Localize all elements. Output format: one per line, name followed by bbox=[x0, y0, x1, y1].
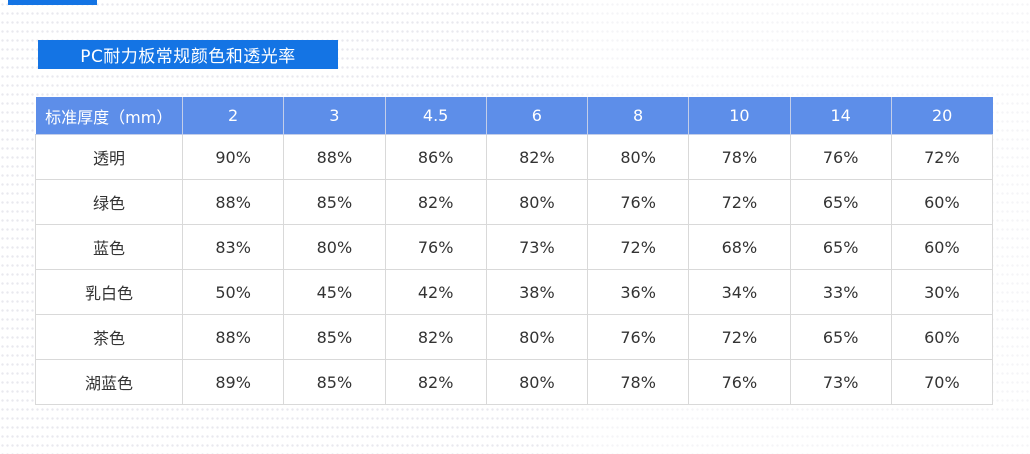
cell-value: 78% bbox=[586, 359, 690, 405]
cell-value: 89% bbox=[181, 359, 285, 405]
cell-value: 85% bbox=[283, 179, 386, 225]
row-label: 绿色 bbox=[35, 179, 183, 225]
cell-value: 50% bbox=[181, 269, 285, 315]
table-row-lake-blue: 湖蓝色 89% 85% 82% 80% 78% 76% 73% 70% bbox=[35, 359, 994, 405]
table-row-milky-white: 乳白色 50% 45% 42% 38% 36% 34% 33% 30% bbox=[35, 269, 994, 315]
header-thickness-label: 标准厚度（mm） bbox=[35, 97, 183, 135]
cell-value: 72% bbox=[688, 179, 791, 225]
table-header-row: 标准厚度（mm） 2 3 4.5 6 8 10 14 20 bbox=[35, 97, 993, 135]
cell-value: 33% bbox=[789, 269, 892, 315]
cell-value: 80% bbox=[485, 314, 589, 360]
cell-value: 70% bbox=[890, 359, 994, 405]
row-label: 蓝色 bbox=[35, 224, 183, 270]
cell-value: 85% bbox=[283, 314, 386, 360]
cell-value: 72% bbox=[688, 314, 791, 360]
cell-value: 83% bbox=[181, 224, 285, 270]
cell-value: 72% bbox=[586, 224, 690, 270]
cell-value: 45% bbox=[283, 269, 386, 315]
cell-value: 34% bbox=[688, 269, 791, 315]
header-col-20: 20 bbox=[890, 97, 993, 135]
transmittance-table-container: 标准厚度（mm） 2 3 4.5 6 8 10 14 20 透明 90% 88%… bbox=[35, 97, 994, 405]
cell-value: 85% bbox=[283, 359, 386, 405]
header-col-4_5: 4.5 bbox=[384, 97, 487, 135]
cell-value: 60% bbox=[890, 179, 994, 225]
cell-value: 76% bbox=[586, 179, 690, 225]
cell-value: 72% bbox=[890, 134, 994, 180]
cell-value: 80% bbox=[485, 179, 589, 225]
cell-value: 38% bbox=[485, 269, 589, 315]
cell-value: 80% bbox=[586, 134, 690, 180]
cell-value: 76% bbox=[789, 134, 892, 180]
cell-value: 88% bbox=[181, 314, 285, 360]
cell-value: 76% bbox=[688, 359, 791, 405]
header-col-8: 8 bbox=[586, 97, 690, 135]
row-label: 乳白色 bbox=[35, 269, 183, 315]
table-row-green: 绿色 88% 85% 82% 80% 76% 72% 65% 60% bbox=[35, 179, 994, 225]
cell-value: 80% bbox=[283, 224, 386, 270]
table-row-brown: 茶色 88% 85% 82% 80% 76% 72% 65% 60% bbox=[35, 314, 994, 360]
cell-value: 76% bbox=[586, 314, 690, 360]
cell-value: 88% bbox=[181, 179, 285, 225]
cell-value: 76% bbox=[384, 224, 487, 270]
header-col-3: 3 bbox=[283, 97, 386, 135]
cell-value: 36% bbox=[586, 269, 690, 315]
cell-value: 82% bbox=[384, 179, 487, 225]
table-row-blue: 蓝色 83% 80% 76% 73% 72% 68% 65% 60% bbox=[35, 224, 994, 270]
row-label: 茶色 bbox=[35, 314, 183, 360]
cell-value: 82% bbox=[384, 314, 487, 360]
title-banner: PC耐力板常规颜色和透光率 bbox=[38, 40, 338, 69]
cell-value: 60% bbox=[890, 224, 994, 270]
cell-value: 68% bbox=[688, 224, 791, 270]
header-col-10: 10 bbox=[688, 97, 791, 135]
cell-value: 73% bbox=[485, 224, 589, 270]
cell-value: 86% bbox=[384, 134, 487, 180]
table-row-transparent: 透明 90% 88% 86% 82% 80% 78% 76% 72% bbox=[35, 134, 994, 180]
header-col-6: 6 bbox=[485, 97, 589, 135]
cell-value: 82% bbox=[384, 359, 487, 405]
cell-value: 65% bbox=[789, 224, 892, 270]
cell-value: 88% bbox=[283, 134, 386, 180]
row-label: 湖蓝色 bbox=[35, 359, 183, 405]
cell-value: 82% bbox=[485, 134, 589, 180]
page-title: PC耐力板常规颜色和透光率 bbox=[80, 47, 296, 67]
header-col-2: 2 bbox=[181, 97, 285, 135]
cell-value: 65% bbox=[789, 314, 892, 360]
cell-value: 65% bbox=[789, 179, 892, 225]
cell-value: 78% bbox=[688, 134, 791, 180]
row-label: 透明 bbox=[35, 134, 183, 180]
cell-value: 73% bbox=[789, 359, 892, 405]
top-accent-bar bbox=[8, 0, 97, 5]
transmittance-table: 标准厚度（mm） 2 3 4.5 6 8 10 14 20 透明 90% 88%… bbox=[35, 97, 994, 405]
cell-value: 90% bbox=[181, 134, 285, 180]
cell-value: 30% bbox=[890, 269, 994, 315]
cell-value: 60% bbox=[890, 314, 994, 360]
header-col-14: 14 bbox=[789, 97, 892, 135]
cell-value: 80% bbox=[485, 359, 589, 405]
cell-value: 42% bbox=[384, 269, 487, 315]
